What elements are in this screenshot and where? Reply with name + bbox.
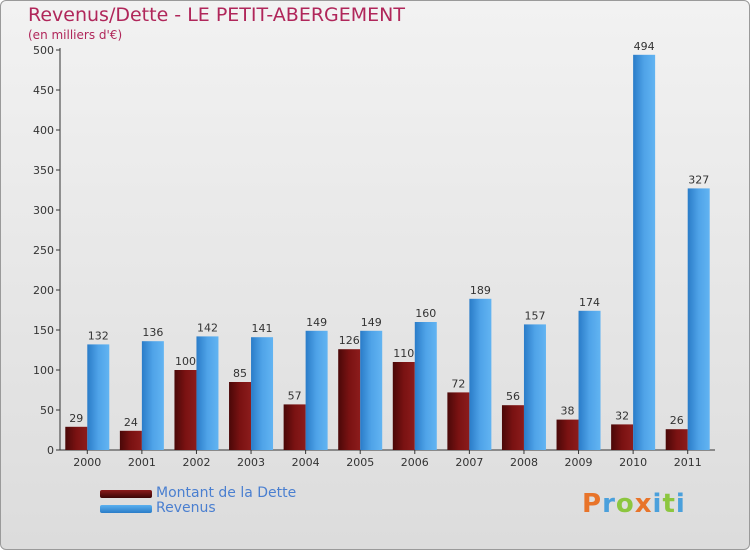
x-tick-label: 2001 <box>128 456 156 469</box>
data-label-dette: 126 <box>339 334 360 347</box>
data-label-revenus: 149 <box>361 316 382 329</box>
x-tick-label: 2008 <box>510 456 538 469</box>
data-label-dette: 38 <box>561 405 575 418</box>
logo-letter: r <box>602 489 616 519</box>
y-tick-label: 150 <box>33 324 54 337</box>
y-tick-label: 250 <box>33 244 54 257</box>
logo-letter: i <box>675 489 686 519</box>
x-tick-label: 2007 <box>455 456 483 469</box>
bar-dette <box>556 419 579 450</box>
data-label-revenus: 142 <box>197 321 218 334</box>
data-label-dette: 32 <box>615 409 629 422</box>
legend-swatch-revenus <box>100 505 152 513</box>
y-tick-label: 400 <box>33 124 54 137</box>
bar-dette <box>229 382 252 450</box>
data-label-revenus: 136 <box>142 326 163 339</box>
x-tick-label: 2000 <box>73 456 101 469</box>
legend-label-revenus: Revenus <box>156 500 216 516</box>
x-tick-label: 2005 <box>346 456 374 469</box>
logo-letter: o <box>615 489 635 519</box>
x-tick-label: 2003 <box>237 456 265 469</box>
bar-dette <box>501 405 524 450</box>
data-label-dette: 100 <box>175 355 196 368</box>
data-label-revenus: 160 <box>415 307 436 320</box>
data-label-revenus: 157 <box>524 309 545 322</box>
bar-dette <box>119 430 142 450</box>
x-tick-label: 2004 <box>292 456 320 469</box>
bar-revenus <box>414 322 437 450</box>
data-label-dette: 29 <box>69 412 83 425</box>
legend-swatch-dette <box>100 490 152 498</box>
proxiti-logo: Proxiti <box>582 489 686 519</box>
data-label-dette: 26 <box>670 414 684 427</box>
bar-dette <box>611 424 634 450</box>
bar-revenus <box>360 330 383 450</box>
data-label-dette: 72 <box>451 377 465 390</box>
x-tick-label: 2010 <box>619 456 647 469</box>
bar-dette <box>65 426 88 450</box>
bar-dette <box>392 362 415 450</box>
bar-revenus <box>196 336 219 450</box>
x-tick-label: 2006 <box>401 456 429 469</box>
y-tick-label: 450 <box>33 84 54 97</box>
data-label-revenus: 132 <box>88 329 109 342</box>
y-tick-label: 500 <box>33 44 54 57</box>
chart-title: Revenus/Dette - LE PETIT-ABERGEMENT <box>28 4 405 26</box>
bar-revenus <box>305 330 328 450</box>
logo-letter: t <box>662 489 676 519</box>
bar-dette <box>665 429 688 450</box>
bar-revenus <box>687 188 710 450</box>
y-tick-label: 200 <box>33 284 54 297</box>
bar-revenus <box>469 298 492 450</box>
data-label-revenus: 149 <box>306 316 327 329</box>
data-label-revenus: 494 <box>634 40 655 53</box>
y-tick-label: 300 <box>33 204 54 217</box>
data-label-dette: 24 <box>124 416 138 429</box>
chart-subtitle: (en milliers d'€) <box>28 28 123 42</box>
bar-revenus <box>578 310 601 450</box>
logo-letter: P <box>582 489 603 519</box>
bar-revenus <box>633 54 656 451</box>
data-label-dette: 110 <box>393 347 414 360</box>
x-tick-label: 2002 <box>182 456 210 469</box>
x-tick-label: 2011 <box>674 456 702 469</box>
data-label-revenus: 141 <box>252 322 273 335</box>
bar-revenus <box>141 341 164 450</box>
data-label-dette: 57 <box>288 389 302 402</box>
bar-dette <box>174 370 197 450</box>
data-label-revenus: 189 <box>470 284 491 297</box>
bar-dette <box>338 349 361 450</box>
bar-dette <box>283 404 306 450</box>
data-label-dette: 56 <box>506 390 520 403</box>
legend-label-dette: Montant de la Dette <box>156 485 297 501</box>
data-label-revenus: 327 <box>688 173 709 186</box>
bar-dette <box>447 392 470 450</box>
y-tick-label: 0 <box>47 444 54 457</box>
y-tick-label: 50 <box>40 404 54 417</box>
bar-revenus <box>251 337 274 450</box>
y-tick-label: 350 <box>33 164 54 177</box>
bar-revenus <box>87 344 110 450</box>
bar-revenus <box>523 324 546 450</box>
logo-letter: x <box>634 489 653 519</box>
y-tick-label: 100 <box>33 364 54 377</box>
data-label-revenus: 174 <box>579 296 600 309</box>
data-label-dette: 85 <box>233 367 247 380</box>
x-tick-label: 2009 <box>565 456 593 469</box>
logo-letter: i <box>652 489 663 519</box>
